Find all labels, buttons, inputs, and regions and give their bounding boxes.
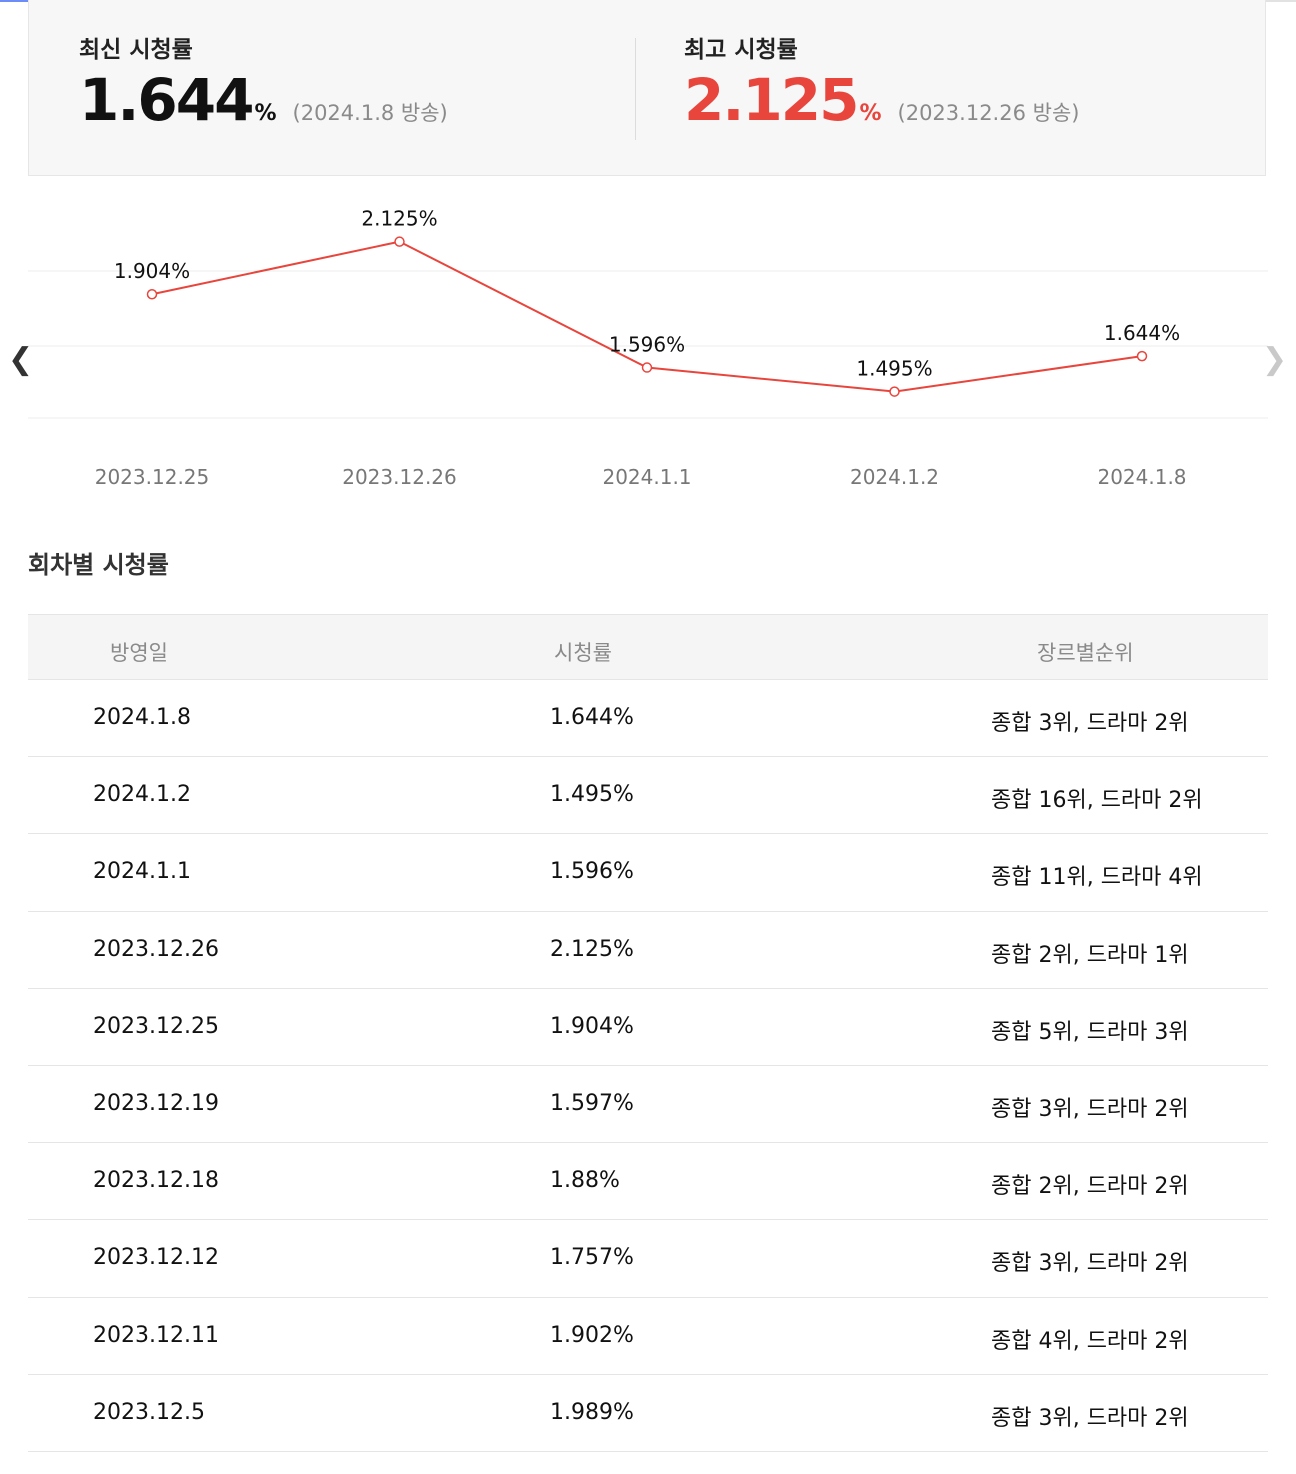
best-rating-label: 최고 시청률	[684, 37, 798, 63]
data-point	[1136, 350, 1148, 362]
episode-ratings-table: 방영일 시청률 장르별순위 2024.1.8 1.644% 종합 3위, 드라마 2…	[28, 614, 1268, 1452]
table-row: 2023.12.11 1.902% 종합 4위, 드라마 2위	[28, 1298, 1268, 1375]
row-air-date: 2023.12.26	[93, 936, 219, 962]
best-rating-unit: %	[859, 101, 882, 126]
row-genre-rank: 종합 2위, 드라마 1위	[991, 942, 1189, 968]
data-label: 1.644%	[1104, 321, 1180, 345]
row-air-date: 2023.12.19	[93, 1090, 219, 1116]
data-point	[641, 362, 653, 373]
row-air-date: 2024.1.1	[93, 859, 191, 885]
data-label: 1.904%	[114, 259, 190, 283]
data-point	[146, 288, 158, 300]
x-tick-label: 2023.12.25	[95, 465, 210, 489]
row-rating: 1.597%	[550, 1090, 634, 1116]
table-header: 방영일 시청률 장르별순위	[28, 614, 1268, 680]
row-air-date: 2023.12.18	[93, 1168, 219, 1194]
best-rating: 최고 시청률 2.125% (2023.12.26 방송)	[684, 36, 1079, 130]
row-air-date: 2023.12.5	[93, 1399, 205, 1425]
row-genre-rank: 종합 3위, 드라마 2위	[991, 1096, 1189, 1122]
chevron-left-icon[interactable]: ❮	[8, 342, 34, 377]
row-genre-rank: 종합 4위, 드라마 2위	[991, 1328, 1189, 1354]
x-tick-label: 2024.1.2	[850, 465, 939, 489]
row-genre-rank: 종합 3위, 드라마 2위	[991, 1251, 1189, 1277]
header-rating: 시청률	[554, 641, 612, 665]
data-label: 1.596%	[609, 333, 685, 357]
row-air-date: 2023.12.25	[93, 1013, 219, 1039]
row-genre-rank: 종합 11위, 드라마 4위	[991, 865, 1203, 891]
table-row: 2023.12.12 1.757% 종합 3위, 드라마 2위	[28, 1220, 1268, 1298]
table-row: 2023.12.25 1.904% 종합 5위, 드라마 3위	[28, 989, 1268, 1066]
header-genre-rank: 장르별순위	[1037, 641, 1134, 665]
row-rating: 1.596%	[550, 859, 634, 885]
latest-rating-unit: %	[254, 101, 277, 126]
table-row: 2024.1.2 1.495% 종합 16위, 드라마 2위	[28, 757, 1268, 835]
latest-rating-note: (2024.1.8 방송)	[292, 101, 448, 125]
latest-rating-label: 최신 시청률	[79, 37, 193, 63]
row-air-date: 2024.1.2	[93, 782, 191, 808]
summary-divider	[635, 38, 636, 140]
table-body: 2024.1.8 1.644% 종합 3위, 드라마 2위 2024.1.2 1.495…	[28, 680, 1268, 1452]
latest-rating: 최신 시청률 1.644% (2024.1.8 방송)	[79, 36, 448, 130]
data-label: 1.495%	[856, 357, 932, 381]
row-rating: 1.644%	[550, 705, 634, 730]
best-rating-value: 2.125	[684, 66, 859, 134]
row-rating: 1.989%	[550, 1399, 634, 1425]
row-air-date: 2023.12.11	[93, 1322, 219, 1348]
row-genre-rank: 종합 5위, 드라마 3위	[991, 1019, 1189, 1045]
header-air-date: 방영일	[110, 641, 168, 665]
x-tick-label: 2024.1.1	[602, 465, 691, 489]
row-air-date: 2023.12.12	[93, 1245, 219, 1271]
row-rating: 2.125%	[550, 936, 634, 962]
row-rating: 1.902%	[550, 1322, 634, 1348]
data-point	[394, 236, 405, 247]
row-rating: 1.904%	[550, 1013, 634, 1039]
table-row: 2023.12.19 1.597% 종합 3위, 드라마 2위	[28, 1066, 1268, 1144]
row-air-date: 2024.1.8	[93, 705, 191, 730]
data-label: 2.125%	[361, 207, 437, 231]
latest-rating-value: 1.644	[79, 66, 254, 134]
table-row: 2024.1.1 1.596% 종합 11위, 드라마 4위	[28, 834, 1268, 912]
row-genre-rank: 종합 3위, 드라마 2위	[991, 711, 1189, 736]
rating-summary: 최신 시청률 1.644% (2024.1.8 방송) 최고 시청률 2.125%…	[28, 0, 1266, 176]
table-row: 2023.12.18 1.88% 종합 2위, 드라마 2위	[28, 1143, 1268, 1221]
row-rating: 1.88%	[550, 1168, 620, 1194]
best-rating-note: (2023.12.26 방송)	[897, 101, 1080, 125]
row-genre-rank: 종합 16위, 드라마 2위	[991, 788, 1203, 814]
table-row: 2023.12.26 2.125% 종합 2위, 드라마 1위	[28, 912, 1268, 989]
top-accent	[0, 0, 36, 2]
row-rating: 1.495%	[550, 782, 634, 808]
row-genre-rank: 종합 3위, 드라마 2위	[991, 1405, 1189, 1431]
table-row: 2024.1.8 1.644% 종합 3위, 드라마 2위	[28, 680, 1268, 758]
rating-line-chart: 1.904% 2023.12.25 2.125% 2023.12.26 1.596% 20…	[28, 207, 1268, 489]
episode-ratings-title: 회차별 시청률	[28, 551, 169, 579]
chevron-right-icon[interactable]: ❯	[1262, 342, 1288, 377]
x-tick-label: 2024.1.8	[1097, 465, 1186, 489]
row-rating: 1.757%	[550, 1245, 634, 1271]
data-point	[889, 386, 900, 397]
x-tick-label: 2023.12.26	[342, 465, 457, 489]
table-row: 2023.12.5 1.989% 종합 3위, 드라마 2위	[28, 1375, 1268, 1452]
row-genre-rank: 종합 2위, 드라마 2위	[991, 1174, 1189, 1200]
